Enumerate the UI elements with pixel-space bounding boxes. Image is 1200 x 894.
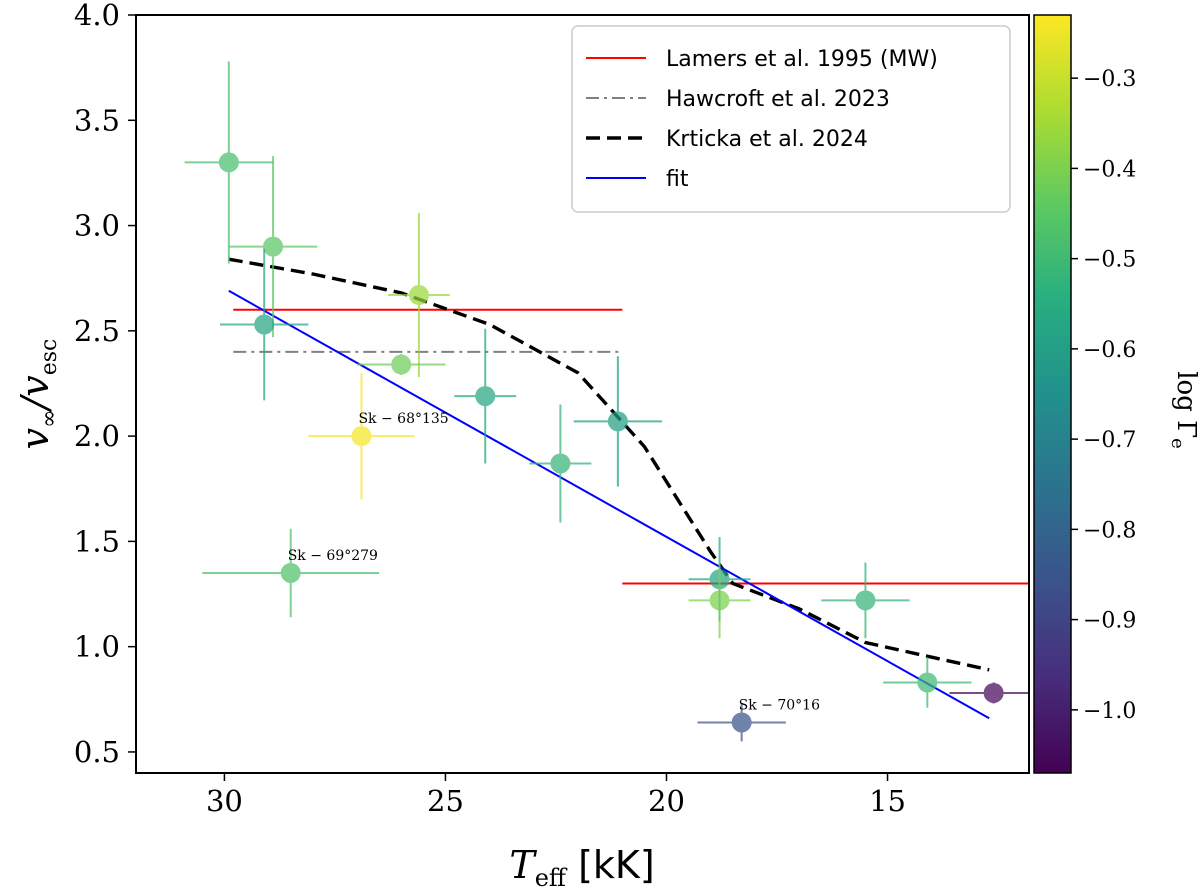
point-annotation: Sk − 69°279 (288, 548, 378, 564)
colorbar-tick-label: −0.4 (1083, 157, 1136, 182)
point-marker (280, 562, 301, 583)
point-marker (550, 453, 571, 474)
point-marker (709, 590, 730, 611)
colorbar-tick-label: −0.3 (1083, 67, 1136, 92)
y-tick-label: 2.5 (74, 314, 120, 348)
point-annotation: Sk − 70°16 (739, 697, 820, 713)
point-marker (218, 152, 239, 173)
colorbar-tick-label: −0.6 (1083, 338, 1136, 363)
y-tick-label: 4.0 (74, 0, 120, 32)
colorbar: −0.3 −0.4 −0.5 −0.6 −0.7 −0.8 −0.9 −1.0 (1033, 14, 1136, 774)
data-point (949, 682, 1029, 704)
plot-frame (135, 14, 1030, 774)
colorbar-label: log Γe (1167, 371, 1200, 449)
data-point (883, 657, 972, 708)
y-tick-label: 3.5 (74, 103, 120, 137)
colorbar-tick-label: −0.7 (1083, 428, 1136, 453)
x-tick-label: 30 (206, 784, 243, 818)
point-marker (731, 712, 752, 733)
data-point (219, 248, 309, 401)
legend-box (571, 25, 1011, 213)
data-point (202, 528, 380, 618)
legend-label: Krticka et al. 2024 (666, 127, 868, 152)
y-tick-label: 1.5 (74, 524, 120, 558)
colorbar-tick-label: −0.8 (1083, 518, 1136, 543)
y-tick-label: 2.0 (74, 419, 120, 453)
data-point (529, 404, 592, 523)
y-tick-label: 0.5 (74, 735, 120, 769)
series-line (228, 257, 990, 672)
plot-area: Sk − 68°135 Sk − 69°279 Sk − 70°16 (184, 61, 1029, 742)
data-point (228, 156, 318, 338)
legend-label: fit (666, 167, 689, 192)
x-tick-label: 15 (869, 784, 906, 818)
legend-label: Hawcroft et al. 2023 (666, 87, 890, 112)
colorbar-tick-label: −0.5 (1083, 248, 1136, 273)
data-point (454, 328, 517, 464)
data-point (357, 353, 446, 376)
y-tick-label: 1.0 (74, 630, 120, 664)
data-point (697, 703, 786, 742)
colorbar-gradient (1033, 14, 1072, 774)
point-annotation: Sk − 68°135 (358, 411, 448, 427)
colorbar-tick-label: −0.9 (1083, 609, 1136, 634)
colorbar-tick-label: −1.0 (1083, 699, 1136, 724)
point-marker (917, 672, 938, 693)
y-tick-label: 3.0 (74, 209, 120, 243)
data-point (308, 372, 415, 500)
y-axis-title: v∞/vesc (13, 339, 62, 450)
x-tick-label: 25 (427, 784, 464, 818)
point-marker (391, 354, 412, 375)
x-axis-title: Teff [kK] (509, 843, 654, 892)
point-marker (855, 590, 876, 611)
point-marker (408, 285, 429, 306)
x-tick-label: 20 (648, 784, 685, 818)
data-point (184, 61, 274, 264)
legend: Lamers et al. 1995 (MW) Hawcroft et al. 2… (571, 25, 1011, 213)
data-point (688, 562, 751, 639)
series-line (228, 289, 990, 720)
data-point (821, 562, 910, 639)
point-marker (351, 426, 372, 447)
point-marker (475, 386, 496, 407)
point-marker (254, 314, 275, 335)
legend-label: Lamers et al. 1995 (MW) (666, 47, 938, 72)
axes: 30 25 20 15 0.5 1.0 1.5 2.0 2.5 3.0 3.5 4.0 (74, 0, 906, 818)
data-point (573, 356, 663, 487)
point-marker (263, 236, 284, 257)
data-point (387, 212, 450, 378)
point-marker (983, 682, 1004, 703)
point-marker (607, 411, 628, 432)
